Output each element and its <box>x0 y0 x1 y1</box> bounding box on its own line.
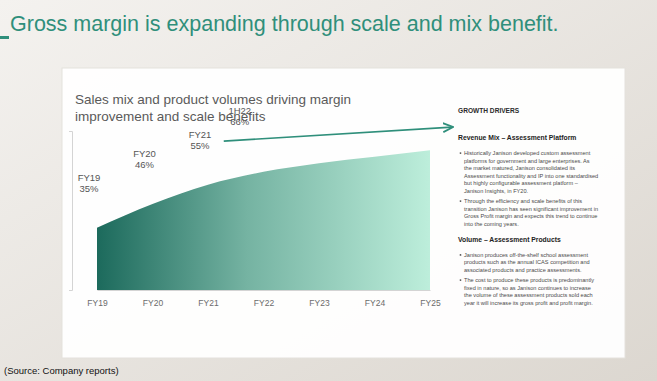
chart-root: Gross margin is expanding through scale … <box>0 0 657 381</box>
title-accent <box>0 36 9 39</box>
plot-marks <box>97 150 430 290</box>
x-tick: FY24 <box>365 298 386 308</box>
x-tick-label: FY19 <box>87 298 108 308</box>
y-axis <box>69 132 73 291</box>
background <box>0 0 657 381</box>
bullet-line: Janison Insights, in FY20. <box>464 188 528 194</box>
bullet-line: but highly configurable assessment platf… <box>464 180 579 186</box>
growth-drivers: GROWTH DRIVERS Revenue Mix – Assessment P… <box>458 107 598 306</box>
x-axis: FY19 FY20 FY21 FY22 FY23 FY24 FY25 <box>87 291 441 309</box>
bullet-dot <box>460 152 462 154</box>
bullet-line: fixed in nature, so as Janison continues… <box>464 285 591 291</box>
data-label-value: 35% <box>79 183 99 194</box>
sidebar-title: GROWTH DRIVERS <box>458 107 520 114</box>
x-tick-label: FY20 <box>143 298 164 308</box>
data-label-category: FY19 <box>78 172 101 183</box>
chart-title: Sales mix and product volumes driving ma… <box>75 92 351 107</box>
page-svg: Gross margin is expanding through scale … <box>0 0 657 381</box>
x-tick-label: FY25 <box>420 298 441 308</box>
bullet-line: The cost to produce these products is pr… <box>464 277 594 283</box>
x-tick-label: FY23 <box>309 298 330 308</box>
annotation-label: 1H22 <box>228 105 251 116</box>
x-tick: FY22 <box>254 298 275 308</box>
area <box>97 150 430 290</box>
bullet-line: the volume of these assessment products … <box>464 292 593 298</box>
bullet-line: platforms for government and large enter… <box>464 158 590 164</box>
bullet-line: products such as the annual ICAS competi… <box>464 259 590 265</box>
sidebar-heading: Revenue Mix – Assessment Platform <box>458 134 576 141</box>
data-label-category: FY21 <box>189 129 212 140</box>
y-axis-line <box>69 132 73 291</box>
data-label-category: FY20 <box>133 148 156 159</box>
x-axis-line <box>98 290 431 291</box>
x-tick-label: FY24 <box>365 298 386 308</box>
x-tick-label: FY21 <box>198 298 219 308</box>
bullet-line: Janison produces off-the-shelf school as… <box>464 252 588 258</box>
annotation-arrow <box>224 127 452 141</box>
x-tick: FY20 <box>143 298 164 308</box>
x-tick: FY23 <box>309 298 330 308</box>
page-title: Gross margin is expanding through scale … <box>10 12 559 36</box>
bullet-dot <box>460 200 462 202</box>
data-label-value: 55% <box>190 140 210 151</box>
bullet-line: the market matured, Janison consolidated… <box>464 165 575 171</box>
bullet-line: into the coming years. <box>464 221 519 227</box>
bullet-line: associated products and practice assessm… <box>464 267 582 273</box>
bullet-line: Assessment functionality and IP into one… <box>464 173 598 179</box>
x-tick: FY25 <box>420 298 441 308</box>
bullet-line: year it will increase its gross profit a… <box>464 300 593 306</box>
bullet-dot <box>460 254 462 256</box>
bullet-line: Historically Janison developed custom as… <box>464 150 591 156</box>
source-note: (Source: Company reports) <box>4 365 119 376</box>
x-tick: FY19 <box>87 298 108 308</box>
data-label-value: 46% <box>135 159 155 170</box>
data-labels: FY1935% FY2046% FY2155% <box>78 129 212 194</box>
x-tick: FY21 <box>198 298 219 308</box>
x-tick-label: FY22 <box>254 298 275 308</box>
bullet-line: Gross Profit margin and expects this tre… <box>464 213 597 219</box>
sidebar-heading: Volume – Assessment Products <box>458 236 561 243</box>
annotation-text: 66% <box>230 116 250 127</box>
bullet-dot <box>460 279 462 281</box>
bullet-line: Through the efficiency and scale benefit… <box>464 198 582 204</box>
bullet-line: transition Janison has seen significant … <box>464 206 598 212</box>
panel <box>62 68 625 358</box>
